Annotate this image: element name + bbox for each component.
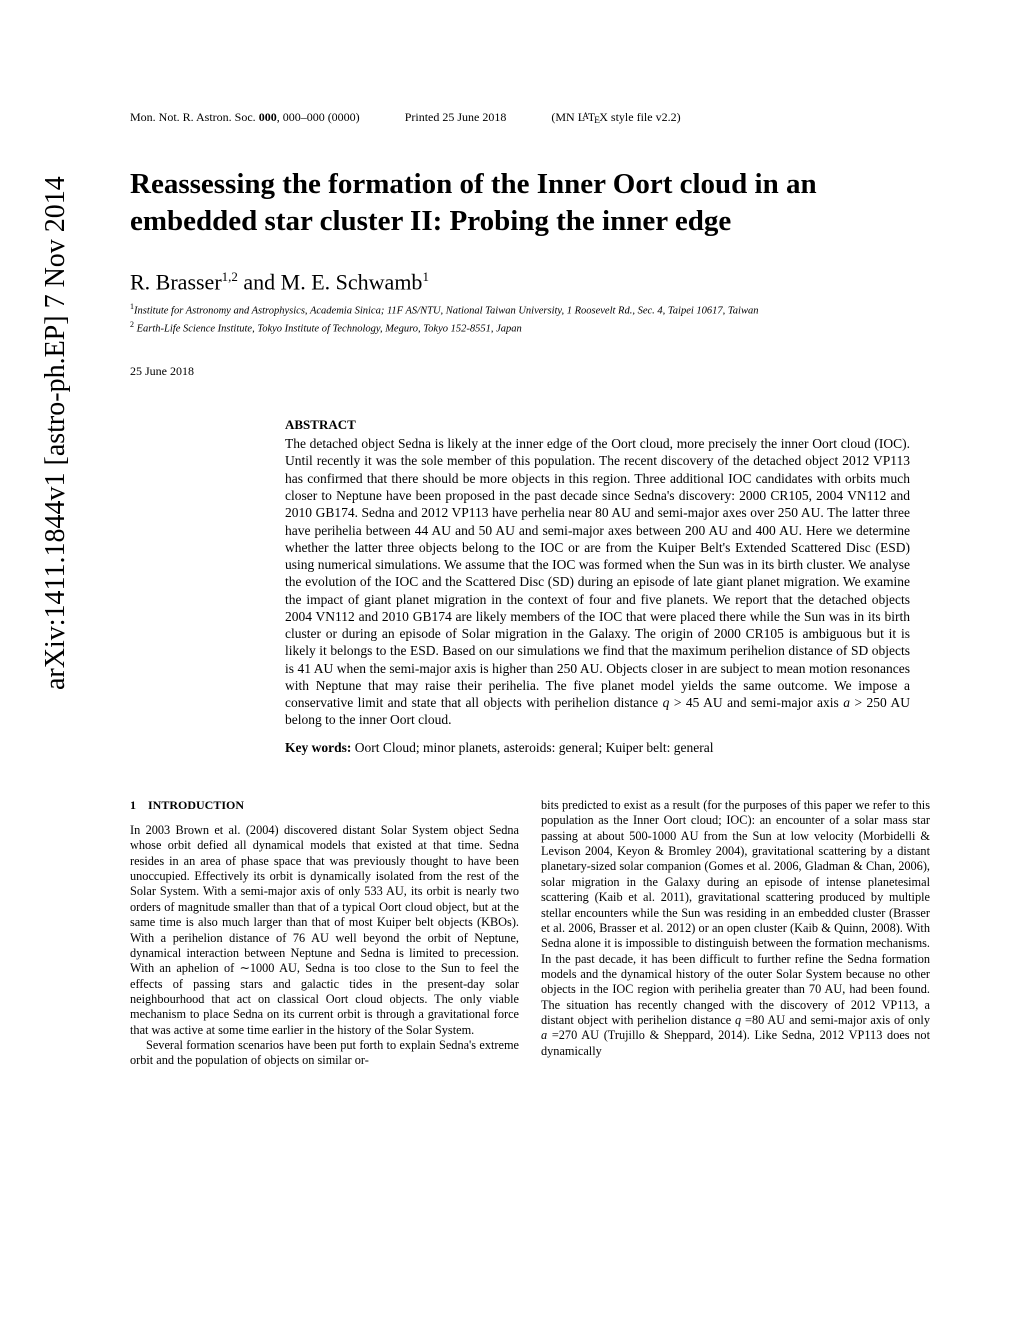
column-left: 1INTRODUCTION In 2003 Brown et al. (2004…	[130, 798, 519, 1069]
submission-date: 25 June 2018	[130, 364, 930, 379]
printed-date: Printed 25 June 2018	[405, 110, 507, 124]
section-1-number: 1	[130, 798, 148, 813]
journal-pages: , 000–000 (0000)	[277, 110, 360, 124]
author-2-affil: 1	[422, 269, 429, 284]
intro-para-2: Several formation scenarios have been pu…	[130, 1038, 519, 1069]
affiliation-1: 1Institute for Astronomy and Astrophysic…	[130, 301, 930, 319]
author-list: R. Brasser1,2 and M. E. Schwamb1	[130, 269, 930, 295]
section-1-heading: 1INTRODUCTION	[130, 798, 519, 813]
author-1-affil: 1,2	[222, 269, 238, 284]
paper-title: Reassessing the formation of the Inner O…	[130, 166, 930, 239]
body-columns: 1INTRODUCTION In 2003 Brown et al. (2004…	[130, 798, 930, 1069]
keywords-label: Key words:	[285, 740, 351, 755]
keywords-text: Oort Cloud; minor planets, asteroids: ge…	[351, 740, 713, 755]
paper-page: Mon. Not. R. Astron. Soc. 000, 000–000 (…	[0, 0, 1020, 1119]
affiliation-2: 2 Earth-Life Science Institute, Tokyo In…	[130, 319, 930, 337]
intro-para-2-cont: bits predicted to exist as a result (for…	[541, 798, 930, 1059]
abstract-label: ABSTRACT	[285, 417, 910, 434]
journal-vol: 000	[259, 110, 277, 124]
journal-name: Mon. Not. R. Astron. Soc.	[130, 110, 259, 124]
running-header: Mon. Not. R. Astron. Soc. 000, 000–000 (…	[130, 110, 930, 126]
column-right: bits predicted to exist as a result (for…	[541, 798, 930, 1069]
abstract-text: The detached object Sedna is likely at t…	[285, 435, 910, 729]
author-and: and M. E. Schwamb	[238, 269, 423, 294]
author-1: R. Brasser	[130, 269, 222, 294]
abstract-block: ABSTRACT The detached object Sedna is li…	[285, 417, 910, 756]
intro-para-1: In 2003 Brown et al. (2004) discovered d…	[130, 823, 519, 1038]
section-1-title: INTRODUCTION	[148, 798, 244, 812]
keywords-line: Key words: Oort Cloud; minor planets, as…	[285, 739, 910, 756]
style-file: (MN LATEX style file v2.2)	[551, 110, 680, 124]
